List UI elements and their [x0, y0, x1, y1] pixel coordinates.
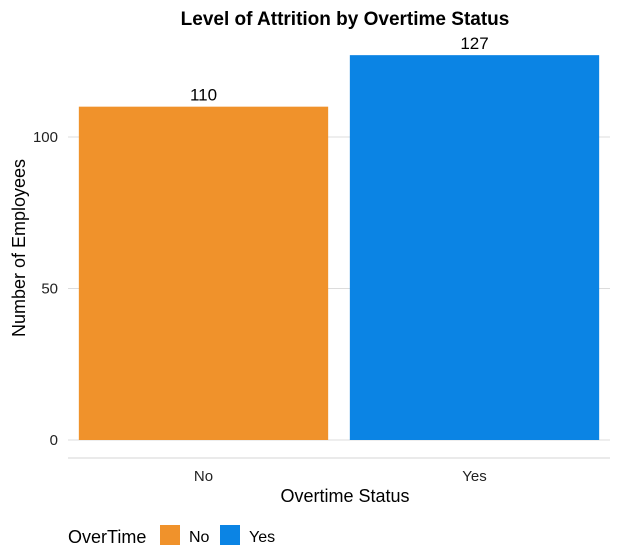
y-tick-label: 50 [41, 280, 58, 297]
data-label-no: 110 [190, 86, 217, 105]
y-axis-title: Number of Employees [9, 159, 29, 337]
x-tick-label-no: No [194, 468, 213, 485]
legend-swatch-no [160, 525, 180, 545]
y-tick-label: 0 [50, 432, 58, 449]
legend-label-yes: Yes [249, 529, 275, 546]
chart-title: Level of Attrition by Overtime Status [181, 9, 510, 30]
y-axis-ticks: 0 50 100 [33, 129, 58, 449]
legend-title: OverTime [68, 527, 146, 547]
legend-label-no: No [189, 529, 210, 546]
bars [78, 55, 600, 441]
bar-yes [349, 55, 600, 440]
legend: OverTime No Yes [68, 525, 275, 547]
bar-no [78, 106, 329, 441]
data-label-yes: 127 [460, 34, 488, 53]
y-tick-label: 100 [33, 129, 58, 146]
x-axis-title: Overtime Status [280, 486, 409, 506]
x-tick-label-yes: Yes [462, 468, 486, 485]
data-labels: 110 127 [190, 34, 489, 105]
x-axis-ticks: No Yes [194, 468, 487, 485]
legend-swatch-yes [220, 525, 240, 545]
